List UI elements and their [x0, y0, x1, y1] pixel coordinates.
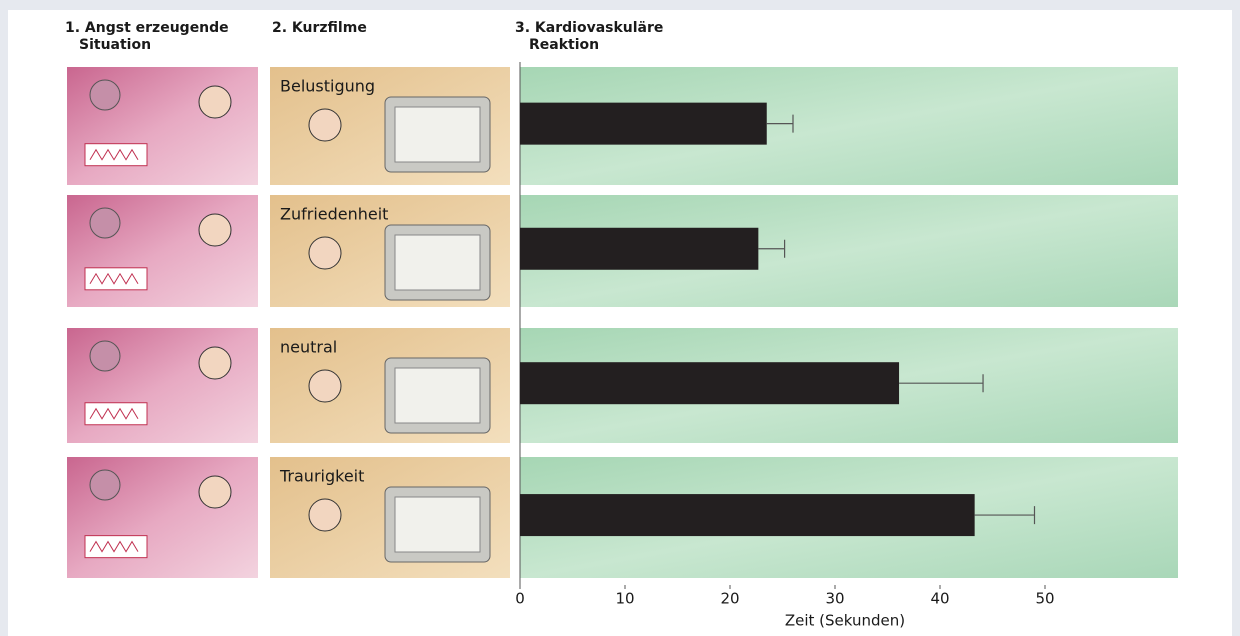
column-header: Reaktion	[529, 37, 599, 53]
viewer-head	[309, 499, 341, 531]
bar	[520, 103, 767, 145]
category-label: neutral	[280, 338, 337, 357]
column-header: 2. Kurzfilme	[272, 20, 367, 36]
page: {"chart_data": {"type": "bar", "orientat…	[0, 0, 1240, 636]
person-head	[90, 80, 120, 110]
category-label: Belustigung	[280, 77, 375, 96]
person-head	[90, 341, 120, 371]
viewer-head	[309, 109, 341, 141]
person-head	[199, 86, 231, 118]
bar	[520, 228, 758, 270]
chart: Belustigung Zufriedenheit neutral Traurigke…	[0, 0, 1240, 636]
x-axis-label: Zeit (Sekunden)	[785, 612, 905, 630]
monitor-screen	[395, 235, 480, 290]
x-tick-label: 50	[1035, 590, 1054, 608]
person-head	[199, 476, 231, 508]
viewer-head	[309, 237, 341, 269]
x-tick-label: 0	[515, 590, 525, 608]
x-tick-label: 20	[720, 590, 739, 608]
monitor-screen	[395, 107, 480, 162]
column-header: Situation	[79, 37, 151, 53]
column-header: 3. Kardiovaskuläre	[515, 20, 663, 36]
ecg-box	[85, 536, 147, 558]
ecg-box	[85, 403, 147, 425]
person-head	[199, 214, 231, 246]
viewer-head	[309, 370, 341, 402]
monitor-screen	[395, 497, 480, 552]
bar	[520, 494, 975, 536]
column-header: 1. Angst erzeugende	[65, 20, 229, 36]
monitor-screen	[395, 368, 480, 423]
person-head	[90, 470, 120, 500]
person-head	[199, 347, 231, 379]
ecg-box	[85, 144, 147, 166]
bar	[520, 362, 899, 404]
x-tick-label: 40	[930, 590, 949, 608]
x-tick-label: 30	[825, 590, 844, 608]
ecg-box	[85, 268, 147, 290]
category-label: Zufriedenheit	[280, 205, 388, 224]
person-head	[90, 208, 120, 238]
category-label: Traurigkeit	[279, 467, 364, 486]
x-tick-label: 10	[615, 590, 634, 608]
